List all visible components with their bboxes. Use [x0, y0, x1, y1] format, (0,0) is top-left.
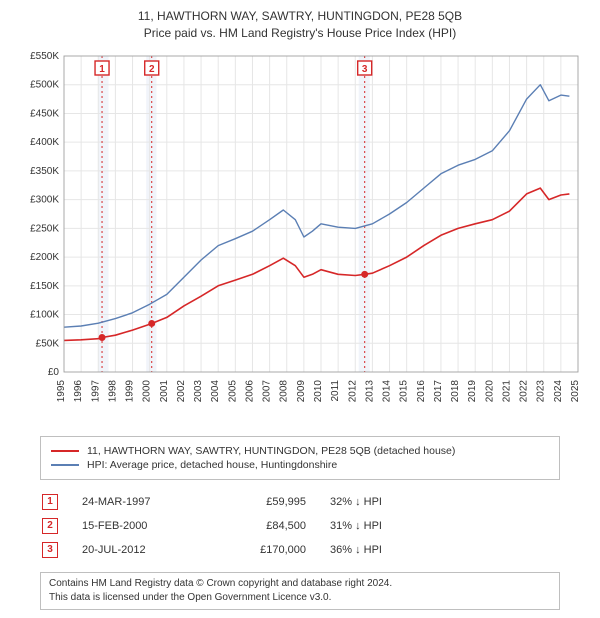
y-axis-label: £300K [30, 194, 59, 205]
chart-area: £0 £50K £100K £150K £200K £250K £300K £350K £400… [18, 48, 582, 428]
marker-row: 2 15-FEB-2000 £84,500 31% ↓ HPI [40, 514, 560, 538]
marker-row-date: 15-FEB-2000 [82, 520, 202, 532]
marker-row-badge: 1 [42, 494, 58, 510]
y-axis-label: £400K [30, 137, 59, 148]
x-axis-label: 2002 [176, 379, 187, 402]
x-axis-label: 2023 [536, 379, 547, 402]
legend-item: HPI: Average price, detached house, Hunt… [51, 459, 549, 471]
y-axis-label: £500K [30, 79, 59, 90]
x-axis-label: 2015 [399, 379, 410, 402]
marker-row-diff: 32% ↓ HPI [330, 496, 558, 508]
y-axis-label: £200K [30, 252, 59, 263]
x-axis-label: 2003 [193, 379, 204, 402]
y-axis-label: £350K [30, 166, 59, 177]
x-axis-label: 1999 [125, 379, 136, 402]
title-line-1: 11, HAWTHORN WAY, SAWTRY, HUNTINGDON, PE… [8, 8, 592, 25]
legend-swatch [51, 464, 79, 466]
y-axis-label: £250K [30, 223, 59, 234]
x-axis-label: 2016 [416, 379, 427, 402]
x-axis-label: 1995 [56, 379, 67, 402]
x-axis-label: 1997 [90, 379, 101, 402]
marker-row-date: 20-JUL-2012 [82, 544, 202, 556]
x-axis-label: 2009 [296, 379, 307, 402]
marker-row-diff: 31% ↓ HPI [330, 520, 558, 532]
x-axis-label: 2012 [347, 379, 358, 402]
sale-dot [99, 334, 106, 341]
y-axis-label: £150K [30, 280, 59, 291]
x-axis-label: 2024 [553, 379, 564, 402]
line-chart-svg: £0 £50K £100K £150K £200K £250K £300K £350K £400… [18, 48, 582, 428]
sales-markers-table: 1 24-MAR-1997 £59,995 32% ↓ HPI 2 15-FEB-2000… [40, 490, 560, 562]
footer-line-2: This data is licensed under the Open Gov… [49, 591, 551, 605]
x-axis-label: 2025 [570, 379, 581, 402]
svg-text:2: 2 [149, 64, 155, 75]
x-axis-label: 2013 [364, 379, 375, 402]
marker-row-badge: 3 [42, 542, 58, 558]
x-axis-label: 2019 [467, 379, 478, 402]
x-axis-label: 2021 [501, 379, 512, 402]
y-axis-label: £100K [30, 309, 59, 320]
y-axis-label: £50K [36, 338, 60, 349]
legend: 11, HAWTHORN WAY, SAWTRY, HUNTINGDON, PE… [40, 436, 560, 480]
legend-label: HPI: Average price, detached house, Hunt… [87, 459, 337, 471]
x-axis-label: 2010 [313, 379, 324, 402]
marker-row: 3 20-JUL-2012 £170,000 36% ↓ HPI [40, 538, 560, 562]
sale-dot [148, 320, 155, 327]
marker-row-diff: 36% ↓ HPI [330, 544, 558, 556]
x-axis-label: 2014 [382, 379, 393, 402]
x-axis-label: 2000 [142, 379, 153, 402]
x-axis-label: 2004 [210, 379, 221, 402]
legend-label: 11, HAWTHORN WAY, SAWTRY, HUNTINGDON, PE… [87, 445, 455, 457]
marker-row-price: £59,995 [226, 496, 306, 508]
x-axis-label: 2006 [244, 379, 255, 402]
x-axis-label: 2018 [450, 379, 461, 402]
sale-dot [361, 270, 368, 277]
y-axis-label: £450K [30, 108, 59, 119]
y-axis-label: £0 [48, 367, 60, 378]
footer-line-1: Contains HM Land Registry data © Crown c… [49, 577, 551, 591]
marker-row-date: 24-MAR-1997 [82, 496, 202, 508]
x-axis-label: 2008 [279, 379, 290, 402]
x-axis-label: 1996 [73, 379, 84, 402]
svg-text:3: 3 [362, 64, 368, 75]
x-axis-label: 2011 [330, 379, 341, 401]
y-axis-label: £550K [30, 51, 59, 62]
x-axis-label: 2017 [433, 379, 444, 402]
x-axis-label: 2001 [159, 379, 170, 402]
marker-row: 1 24-MAR-1997 £59,995 32% ↓ HPI [40, 490, 560, 514]
x-axis-label: 2005 [227, 379, 238, 402]
legend-item: 11, HAWTHORN WAY, SAWTRY, HUNTINGDON, PE… [51, 445, 549, 457]
marker-row-badge: 2 [42, 518, 58, 534]
title-line-2: Price paid vs. HM Land Registry's House … [8, 25, 592, 42]
x-axis-label: 1998 [107, 379, 118, 402]
x-axis-label: 2007 [262, 379, 273, 402]
attribution-footer: Contains HM Land Registry data © Crown c… [40, 572, 560, 610]
chart-title-block: 11, HAWTHORN WAY, SAWTRY, HUNTINGDON, PE… [8, 8, 592, 42]
marker-row-price: £170,000 [226, 544, 306, 556]
marker-row-price: £84,500 [226, 520, 306, 532]
x-axis-label: 2022 [519, 379, 530, 402]
legend-swatch [51, 450, 79, 452]
svg-text:1: 1 [99, 64, 105, 75]
x-axis-label: 2020 [484, 379, 495, 402]
